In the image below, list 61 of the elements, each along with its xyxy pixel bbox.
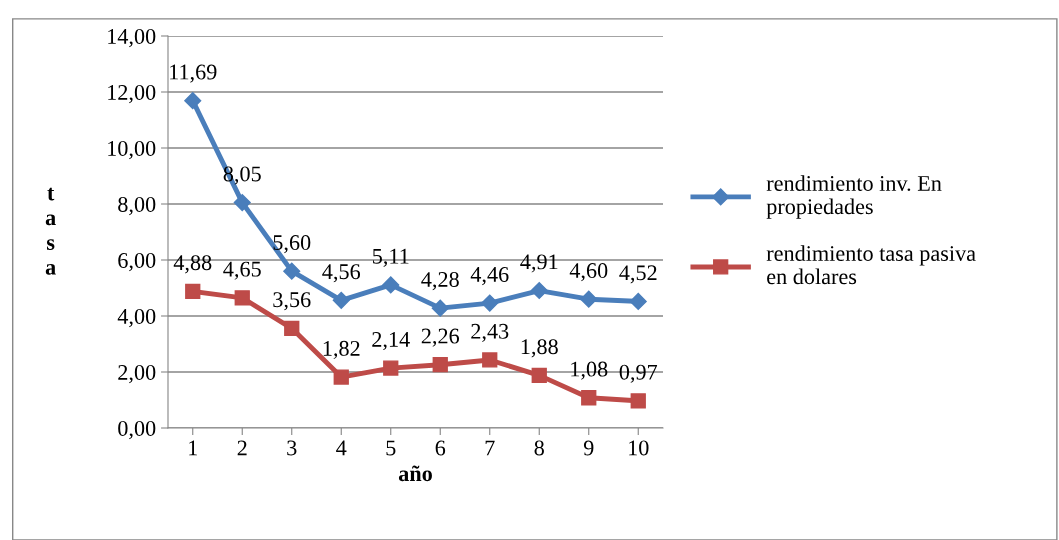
data-label: 11,69 xyxy=(170,64,217,83)
data-label: 5,11 xyxy=(373,248,409,267)
legend-label: rendimiento tasa pasiva en dolares xyxy=(766,245,976,285)
point xyxy=(284,320,300,336)
data-label: 4,91 xyxy=(520,254,558,273)
x-tick-label: 6 xyxy=(435,440,446,456)
data-label: 4,28 xyxy=(421,271,459,291)
point xyxy=(629,292,647,310)
y-tick-label: 8,00 xyxy=(118,196,156,216)
y-tick-label: 6,00 xyxy=(118,252,156,272)
x-tick-label: 8 xyxy=(534,440,544,456)
data-label: 3,56 xyxy=(273,292,311,311)
data-label: 4,56 xyxy=(322,264,361,283)
data-label: 2,43 xyxy=(471,323,509,342)
y-axis-title: tasa xyxy=(45,187,56,275)
x-tick-label: 7 xyxy=(485,440,495,456)
data-label: 4,60 xyxy=(569,263,608,282)
point xyxy=(530,281,548,300)
y-tick-label: 10,00 xyxy=(108,140,156,160)
point xyxy=(333,369,349,385)
y-tick-label: 2,00 xyxy=(118,364,156,384)
data-label: 4,88 xyxy=(173,255,212,274)
point xyxy=(383,360,399,376)
data-label: 2,26 xyxy=(421,328,460,347)
data-label: 2,14 xyxy=(372,331,410,351)
data-label: 1,82 xyxy=(323,340,360,360)
legend-label: rendimiento inv. En propiedades xyxy=(766,175,942,219)
x-tick-label: 3 xyxy=(287,440,297,456)
point xyxy=(382,276,400,294)
point xyxy=(531,367,547,383)
point xyxy=(481,294,499,312)
point xyxy=(431,299,449,317)
data-label: 5,60 xyxy=(273,235,311,254)
data-label: 4,52 xyxy=(619,265,657,284)
point xyxy=(581,390,597,406)
y-tick-label: 0,00 xyxy=(118,420,156,440)
x-tick-label: 2 xyxy=(237,440,247,456)
data-label: 0,97 xyxy=(619,364,658,383)
point xyxy=(482,352,498,368)
y-tick-label: 14,00 xyxy=(108,28,156,48)
x-tick-label: 10 xyxy=(629,440,649,456)
y-tick-label: 4,00 xyxy=(117,308,156,328)
point xyxy=(283,262,301,280)
point xyxy=(234,290,250,306)
data-label: 4,46 xyxy=(470,267,509,286)
point xyxy=(185,283,201,299)
x-tick-label: 1 xyxy=(189,440,197,456)
data-label: 1,08 xyxy=(571,361,608,380)
data-label: 1,88 xyxy=(521,339,558,358)
point xyxy=(332,291,350,309)
point xyxy=(580,290,598,308)
x-tick-label: 4 xyxy=(336,440,347,456)
point xyxy=(630,393,646,409)
point xyxy=(233,194,251,212)
point xyxy=(432,357,448,373)
point xyxy=(184,92,202,110)
y-tick-label: 12,00 xyxy=(108,84,156,104)
data-label: 4,65 xyxy=(223,261,261,280)
x-axis-title: año xyxy=(398,465,432,482)
x-tick-label: 9 xyxy=(583,440,594,456)
x-tick-label: 5 xyxy=(386,440,396,456)
